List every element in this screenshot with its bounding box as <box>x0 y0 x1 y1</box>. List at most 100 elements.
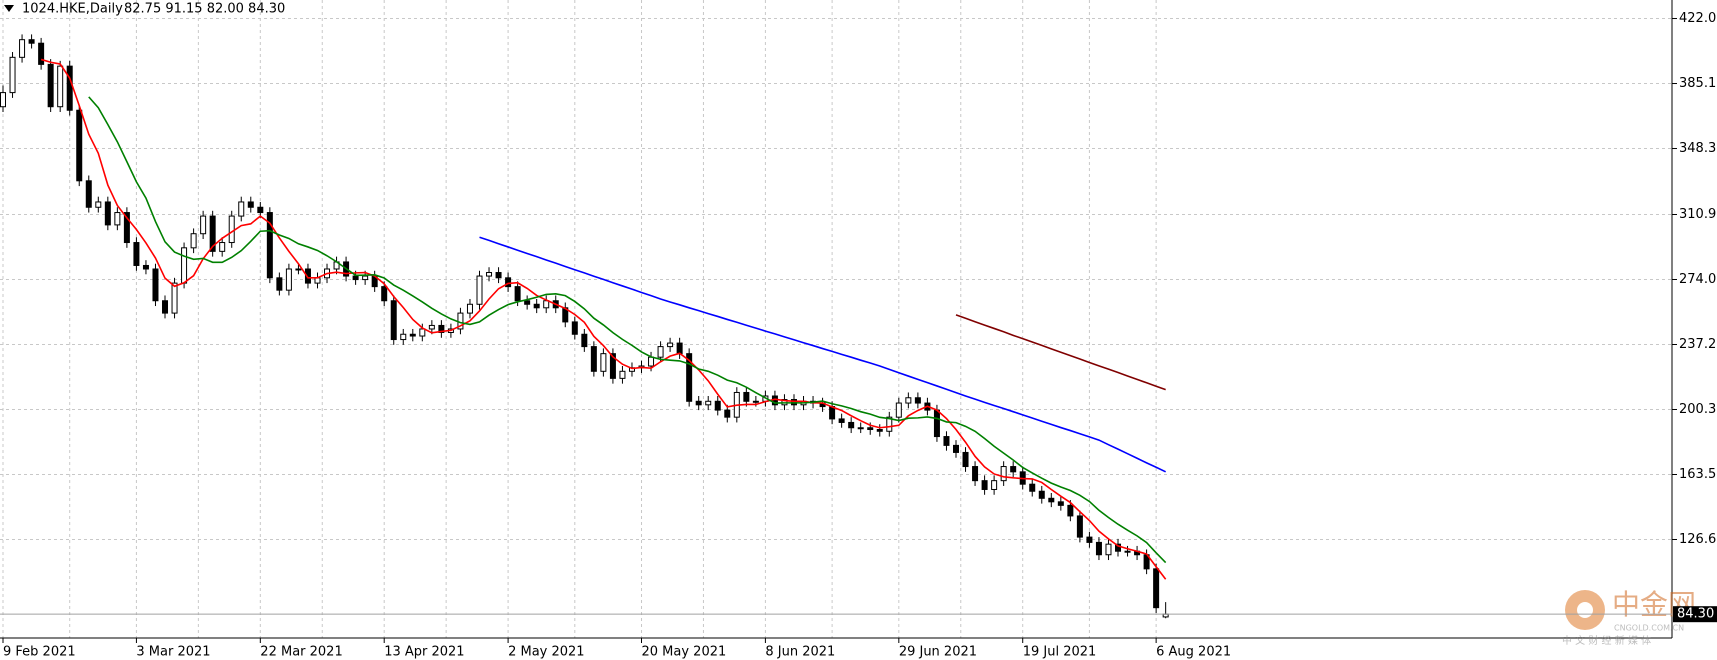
candle-down <box>104 201 111 226</box>
candle-up <box>295 268 302 271</box>
candle-up <box>0 92 6 108</box>
candle-up <box>705 400 712 406</box>
candle-down <box>142 264 149 270</box>
candle-up <box>1105 543 1112 556</box>
candle-up <box>857 427 864 430</box>
candle-down <box>571 321 578 335</box>
candle-up <box>428 324 435 330</box>
candle-down <box>695 400 702 406</box>
candle-up <box>486 272 493 277</box>
candle-up <box>1000 466 1007 482</box>
candle-down <box>953 444 959 453</box>
candle-down <box>524 300 531 305</box>
candle-down <box>47 63 54 108</box>
candle-down <box>247 201 254 208</box>
candle-down <box>495 272 502 279</box>
candle-up <box>895 402 902 418</box>
candle-up <box>648 356 655 367</box>
candle-down <box>933 409 940 438</box>
candle-down <box>590 346 597 372</box>
candle-down <box>581 333 588 348</box>
candle-down <box>1057 501 1064 506</box>
last-price-label: 84.30 <box>1677 607 1714 622</box>
candle-up <box>1124 550 1131 553</box>
candle-up <box>905 397 912 404</box>
watermark-tagline: 中 文 财 经 新 媒 体 <box>1562 634 1651 647</box>
candle-down <box>1076 515 1083 538</box>
candle-up <box>95 201 102 208</box>
x-tick-label: 3 Mar 2021 <box>136 645 210 660</box>
candle-up <box>886 416 893 432</box>
candle-up <box>200 215 207 235</box>
candle-up <box>657 346 664 358</box>
candle-down <box>1153 568 1160 609</box>
candle-down <box>1010 466 1017 473</box>
candle-down <box>152 268 159 302</box>
candle-up <box>466 303 473 314</box>
x-tick-label: 13 Apr 2021 <box>384 645 464 660</box>
candle-up <box>619 370 626 379</box>
candle-up <box>228 215 235 244</box>
candle-up <box>400 333 407 341</box>
x-tick-label: 2 May 2021 <box>508 645 584 660</box>
x-tick-label: 8 Jun 2021 <box>765 645 835 660</box>
candle-up <box>600 353 607 372</box>
candle-up <box>114 212 121 226</box>
candle-down <box>981 480 988 490</box>
candle-down <box>962 451 969 468</box>
x-tick-label: 29 Jun 2021 <box>899 645 977 660</box>
menu-triangle[interactable] <box>4 5 14 12</box>
candle-down <box>85 180 92 208</box>
candle-up <box>543 300 550 309</box>
last-price-tag <box>1673 606 1717 623</box>
candle-up <box>362 275 369 281</box>
candle-down <box>381 286 388 302</box>
candle-down <box>304 268 311 284</box>
candle-down <box>743 391 750 402</box>
candle-down <box>505 277 512 288</box>
candle-down <box>28 39 35 44</box>
candle-up <box>19 39 26 58</box>
candle-down <box>714 400 721 411</box>
y-tick-label: 310.90 <box>1679 207 1717 222</box>
candle-up <box>285 268 292 291</box>
candle-up <box>190 233 197 249</box>
candle-down <box>676 342 683 355</box>
candle-down <box>1086 536 1093 543</box>
moving-average <box>40 58 1167 580</box>
x-tick-label: 22 Mar 2021 <box>260 645 342 660</box>
candle-down <box>352 275 359 281</box>
candle-up <box>991 480 998 490</box>
candle-down <box>867 427 874 431</box>
candle-down <box>838 418 845 423</box>
candle-down <box>66 65 73 111</box>
candle-down <box>1029 483 1036 492</box>
symbol: 1024.HKE,Daily <box>22 2 123 17</box>
candle-down <box>972 466 979 482</box>
candle-down <box>162 300 169 314</box>
candle-down <box>686 353 693 402</box>
candle-up <box>171 282 178 314</box>
y-tick-label: 422.00 <box>1679 11 1717 26</box>
watermark-url: CNGOLD.COM.CN <box>1614 624 1684 633</box>
candle-down <box>533 303 540 309</box>
candle-down <box>1048 497 1055 503</box>
ohlc-text: 82.75 91.15 82.00 84.30 <box>124 2 285 17</box>
candle-up <box>752 400 759 403</box>
candle-down <box>1095 541 1102 556</box>
moving-average <box>88 96 1167 564</box>
watermark: 中金网 CNGOLD.COM.CN 中 文 财 经 新 媒 体 <box>1562 588 1696 647</box>
candle-down <box>724 409 731 418</box>
marks <box>0 34 1169 619</box>
y-tick-label: 348.30 <box>1679 141 1717 156</box>
y-tick-label: 126.65 <box>1679 532 1717 547</box>
candle-up <box>238 201 245 217</box>
candle-up <box>419 328 426 337</box>
candle-down <box>266 212 273 279</box>
candle-up <box>181 247 188 284</box>
candle-down <box>514 286 521 302</box>
candle-up <box>219 242 226 252</box>
y-tick-label: 385.15 <box>1679 76 1717 91</box>
